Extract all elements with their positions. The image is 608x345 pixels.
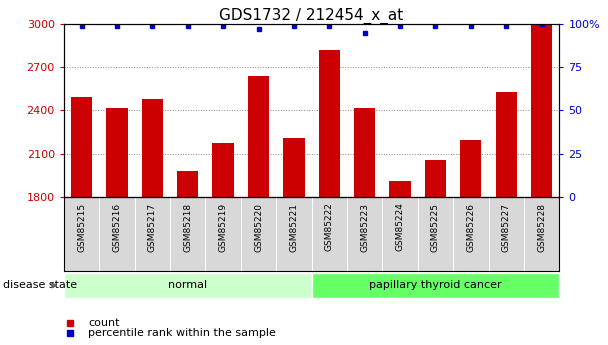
Bar bbox=[496, 92, 517, 197]
Bar bbox=[106, 108, 128, 197]
Text: GSM85227: GSM85227 bbox=[502, 203, 511, 252]
Text: disease state: disease state bbox=[3, 280, 77, 290]
Bar bbox=[71, 97, 92, 197]
Bar bbox=[142, 99, 163, 197]
Text: GSM85223: GSM85223 bbox=[360, 203, 369, 252]
Text: GSM85219: GSM85219 bbox=[219, 203, 227, 252]
Bar bbox=[354, 108, 375, 197]
Text: GSM85217: GSM85217 bbox=[148, 203, 157, 252]
Text: GSM85225: GSM85225 bbox=[431, 203, 440, 252]
Bar bbox=[248, 76, 269, 197]
Text: GSM85218: GSM85218 bbox=[183, 203, 192, 252]
Text: percentile rank within the sample: percentile rank within the sample bbox=[88, 328, 276, 338]
Text: papillary thyroid cancer: papillary thyroid cancer bbox=[369, 280, 502, 290]
Text: GSM85215: GSM85215 bbox=[77, 203, 86, 252]
Bar bbox=[64, 273, 311, 298]
Text: GSM85224: GSM85224 bbox=[396, 203, 404, 252]
Bar bbox=[311, 273, 559, 298]
Bar bbox=[212, 144, 233, 197]
Text: count: count bbox=[88, 318, 120, 327]
Text: GSM85222: GSM85222 bbox=[325, 203, 334, 252]
Bar bbox=[177, 171, 198, 197]
Text: GSM85216: GSM85216 bbox=[112, 203, 122, 252]
Title: GDS1732 / 212454_x_at: GDS1732 / 212454_x_at bbox=[219, 8, 404, 24]
Text: GSM85221: GSM85221 bbox=[289, 203, 299, 252]
Bar bbox=[460, 140, 482, 197]
Bar bbox=[425, 160, 446, 197]
Bar bbox=[283, 138, 305, 197]
Bar bbox=[319, 50, 340, 197]
Text: GSM85226: GSM85226 bbox=[466, 203, 475, 252]
Text: normal: normal bbox=[168, 280, 207, 290]
Bar bbox=[531, 25, 552, 197]
Text: GSM85228: GSM85228 bbox=[537, 203, 546, 252]
Text: GSM85220: GSM85220 bbox=[254, 203, 263, 252]
Bar bbox=[390, 181, 410, 197]
